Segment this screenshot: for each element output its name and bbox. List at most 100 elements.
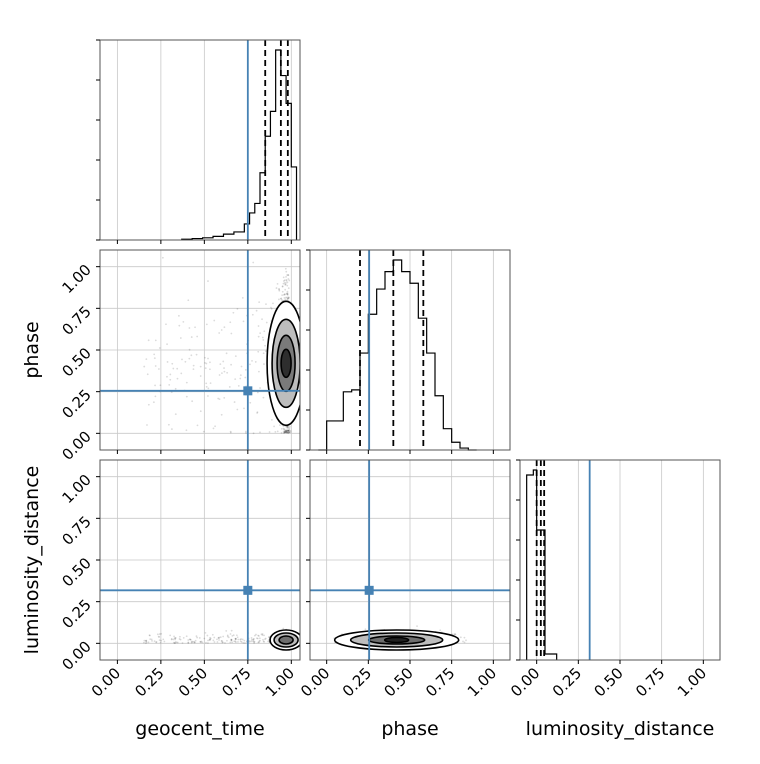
- histogram-bin: [385, 272, 393, 450]
- scatter-point: [252, 640, 254, 643]
- scatter-point: [261, 318, 263, 321]
- scatter-point: [207, 395, 209, 397]
- scatter-point: [158, 633, 161, 635]
- scatter-point: [175, 641, 178, 644]
- scatter-point: [193, 640, 195, 643]
- scatter-point: [212, 427, 215, 430]
- scatter-point: [288, 431, 291, 434]
- scatter-point: [152, 401, 155, 404]
- scatter-point: [289, 429, 292, 432]
- scatter-point: [145, 641, 148, 644]
- scatter-point: [285, 430, 288, 433]
- scatter-point: [287, 296, 290, 299]
- scatter-point: [270, 307, 273, 310]
- scatter-point: [171, 362, 174, 365]
- scatter-point: [234, 637, 237, 640]
- scatter-point: [287, 426, 290, 429]
- scatter-point: [280, 427, 283, 430]
- scatter-point: [283, 293, 285, 296]
- histogram-step: [181, 49, 298, 240]
- scatter-point: [287, 432, 290, 435]
- scatter-point: [159, 641, 162, 644]
- scatter-point: [174, 636, 177, 639]
- scatter-point: [281, 290, 284, 293]
- scatter-point: [209, 638, 211, 641]
- scatter-point: [454, 633, 457, 635]
- histogram-bin: [435, 396, 443, 450]
- y-tick-label: 0.75: [58, 512, 94, 548]
- scatter-point: [282, 276, 285, 279]
- scatter-point: [179, 337, 182, 339]
- scatter-point: [287, 278, 290, 280]
- scatter-point: [248, 640, 251, 643]
- scatter-point: [258, 301, 261, 304]
- scatter-point: [245, 432, 247, 434]
- scatter-point: [262, 352, 265, 355]
- scatter-point: [201, 641, 204, 644]
- scatter-point: [214, 425, 216, 428]
- scatter-point: [217, 636, 220, 639]
- scatter-point: [263, 640, 266, 643]
- scatter-point: [230, 629, 233, 632]
- scatter-point: [286, 429, 289, 432]
- scatter-point: [284, 298, 287, 301]
- scatter-point: [255, 633, 257, 636]
- scatter-point: [230, 639, 233, 642]
- scatter-point: [240, 641, 243, 643]
- scatter-point: [249, 401, 252, 404]
- histogram-bin: [545, 654, 557, 660]
- scatter-point: [231, 641, 234, 644]
- scatter-point: [258, 640, 261, 643]
- scatter-point: [154, 365, 157, 367]
- scatter-point: [199, 375, 202, 377]
- scatter-point: [220, 413, 223, 416]
- scatter-point: [182, 637, 185, 639]
- scatter-point: [172, 641, 175, 644]
- scatter-point: [283, 431, 286, 433]
- scatter-point: [284, 283, 287, 286]
- density-contour: [280, 348, 292, 379]
- panel-frame: [99, 39, 301, 241]
- scatter-point: [199, 410, 202, 413]
- scatter-point: [257, 335, 260, 338]
- scatter-point: [234, 637, 237, 640]
- scatter-point: [230, 332, 233, 335]
- scatter-point: [187, 299, 190, 302]
- scatter-point: [216, 638, 218, 641]
- scatter-point: [249, 363, 251, 366]
- scatter-point: [284, 267, 287, 270]
- scatter-point: [283, 430, 286, 432]
- scatter-point: [185, 381, 188, 384]
- y-tick-label: 0.00: [58, 637, 94, 673]
- scatter-point: [239, 377, 242, 380]
- scatter-point: [285, 431, 288, 434]
- scatter-point: [281, 285, 284, 288]
- scatter-point: [165, 323, 167, 326]
- scatter-point: [223, 326, 226, 329]
- scatter-point: [286, 293, 289, 296]
- scatter-point: [278, 288, 280, 290]
- scatter-point: [182, 320, 185, 323]
- scatter-point: [286, 293, 289, 296]
- histogram-bin: [377, 289, 385, 450]
- scatter-point: [241, 296, 244, 299]
- scatter-point: [151, 640, 153, 642]
- scatter-point: [259, 387, 261, 389]
- y-tick-label: 1.00: [58, 261, 94, 297]
- scatter-point: [287, 287, 290, 290]
- y-tick-label: 0.00: [58, 427, 94, 463]
- scatter-point: [256, 412, 259, 414]
- scatter-point: [205, 382, 208, 385]
- scatter-point: [287, 274, 290, 276]
- scatter-point: [287, 431, 289, 434]
- y-tick-label: 0.50: [58, 344, 94, 380]
- scatter-point: [226, 639, 228, 642]
- scatter-point: [236, 308, 239, 310]
- scatter-point: [143, 365, 146, 368]
- scatter-point: [453, 633, 456, 636]
- scatter-point: [198, 637, 201, 639]
- scatter-point: [188, 357, 191, 360]
- scatter-point: [222, 635, 225, 638]
- scatter-point: [178, 638, 181, 640]
- x-axis-title-luminosity-distance: luminosity_distance: [526, 718, 715, 740]
